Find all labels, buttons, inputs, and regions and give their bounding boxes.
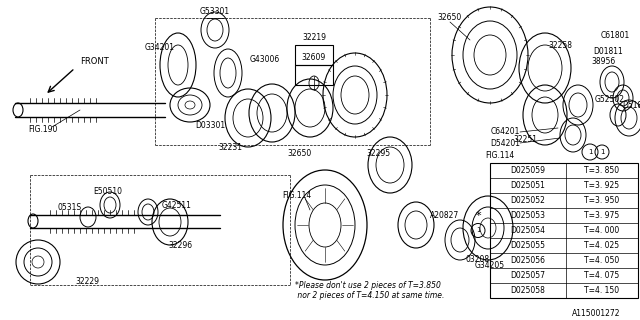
Text: 32296: 32296 [168, 241, 192, 250]
Bar [490, 163, 638, 298]
Text: 1: 1 [476, 228, 480, 234]
Bar [295, 65, 333, 85]
Text: T=4. 025: T=4. 025 [584, 241, 620, 250]
Text: D54201: D54201 [490, 139, 520, 148]
Bar [295, 45, 333, 65]
Text: T=4. 000: T=4. 000 [584, 226, 620, 235]
Text: G52502: G52502 [595, 95, 625, 105]
Text: D025052: D025052 [511, 196, 545, 205]
Text: 32219: 32219 [302, 34, 326, 43]
Text: G34201: G34201 [145, 44, 175, 52]
Text: 32231: 32231 [218, 143, 242, 153]
Text: A20827: A20827 [430, 211, 460, 220]
Text: nor 2 pieces of T=4.150 at same time.: nor 2 pieces of T=4.150 at same time. [295, 292, 444, 300]
Text: FIG.114: FIG.114 [282, 190, 311, 199]
Text: T=4. 050: T=4. 050 [584, 256, 620, 265]
Text: T=3. 950: T=3. 950 [584, 196, 620, 205]
Text: T=4. 075: T=4. 075 [584, 271, 620, 280]
Text: G53301: G53301 [200, 7, 230, 17]
Text: 1: 1 [600, 149, 604, 155]
Text: 03208: 03208 [465, 255, 489, 265]
Text: 1: 1 [588, 149, 592, 155]
Text: D025056: D025056 [511, 256, 545, 265]
Text: D025057: D025057 [511, 271, 545, 280]
Text: G43006: G43006 [250, 55, 280, 65]
Text: *Please don't use 2 pieces of T=3.850: *Please don't use 2 pieces of T=3.850 [295, 281, 441, 290]
Text: 32251: 32251 [513, 135, 537, 145]
Text: D025055: D025055 [511, 241, 545, 250]
Text: *: * [475, 211, 481, 220]
Text: A115001272: A115001272 [572, 308, 620, 317]
Text: FIG.114: FIG.114 [486, 150, 515, 159]
Text: G34205: G34205 [475, 260, 505, 269]
Text: D025058: D025058 [511, 286, 545, 295]
Text: 32258: 32258 [548, 41, 572, 50]
Text: C61801: C61801 [600, 30, 630, 39]
Text: D01811: D01811 [593, 47, 623, 57]
Text: T=4. 150: T=4. 150 [584, 286, 620, 295]
Text: 0531S: 0531S [58, 203, 82, 212]
Text: 38956: 38956 [592, 58, 616, 67]
Text: C64201: C64201 [491, 127, 520, 137]
Text: 32609: 32609 [302, 52, 326, 61]
Text: D025051: D025051 [511, 181, 545, 190]
Text: 32229: 32229 [75, 277, 99, 286]
Text: 32295: 32295 [366, 148, 390, 157]
Text: G42511: G42511 [162, 201, 192, 210]
Text: 32650: 32650 [288, 148, 312, 157]
Text: T=3. 975: T=3. 975 [584, 211, 620, 220]
Text: FRONT: FRONT [80, 58, 109, 67]
Text: D025054: D025054 [511, 226, 545, 235]
Text: D03301: D03301 [195, 121, 225, 130]
Text: D025053: D025053 [511, 211, 545, 220]
Text: D51802: D51802 [622, 100, 640, 109]
Text: FIG.190: FIG.190 [28, 125, 58, 134]
Text: T=3. 925: T=3. 925 [584, 181, 620, 190]
Text: D025059: D025059 [511, 166, 545, 175]
Text: 32650: 32650 [438, 13, 462, 22]
Text: E50510: E50510 [93, 188, 122, 196]
Text: T=3. 850: T=3. 850 [584, 166, 620, 175]
